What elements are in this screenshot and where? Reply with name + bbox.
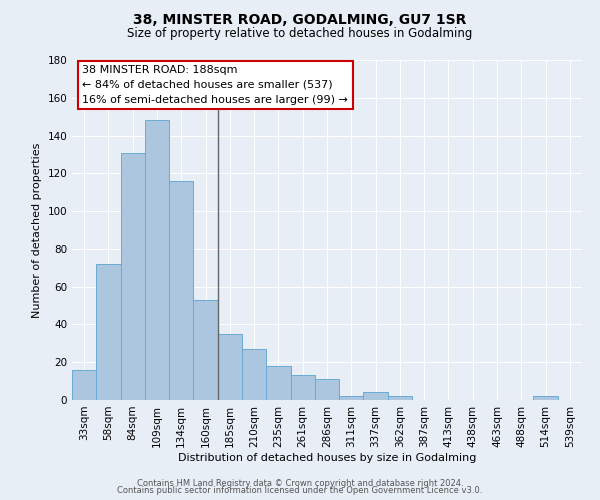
X-axis label: Distribution of detached houses by size in Godalming: Distribution of detached houses by size … — [178, 452, 476, 462]
Bar — [169, 181, 193, 400]
Bar — [339, 396, 364, 400]
Bar — [145, 120, 169, 400]
Text: 38 MINSTER ROAD: 188sqm
← 84% of detached houses are smaller (537)
16% of semi-d: 38 MINSTER ROAD: 188sqm ← 84% of detache… — [82, 65, 348, 104]
Bar — [96, 264, 121, 400]
Bar — [242, 349, 266, 400]
Bar — [193, 300, 218, 400]
Y-axis label: Number of detached properties: Number of detached properties — [32, 142, 42, 318]
Bar — [121, 152, 145, 400]
Text: Contains HM Land Registry data © Crown copyright and database right 2024.: Contains HM Land Registry data © Crown c… — [137, 478, 463, 488]
Bar — [364, 392, 388, 400]
Bar — [315, 379, 339, 400]
Bar — [266, 366, 290, 400]
Bar — [533, 396, 558, 400]
Bar — [290, 376, 315, 400]
Bar — [72, 370, 96, 400]
Bar — [218, 334, 242, 400]
Text: Contains public sector information licensed under the Open Government Licence v3: Contains public sector information licen… — [118, 486, 482, 495]
Bar — [388, 396, 412, 400]
Text: 38, MINSTER ROAD, GODALMING, GU7 1SR: 38, MINSTER ROAD, GODALMING, GU7 1SR — [133, 12, 467, 26]
Text: Size of property relative to detached houses in Godalming: Size of property relative to detached ho… — [127, 28, 473, 40]
